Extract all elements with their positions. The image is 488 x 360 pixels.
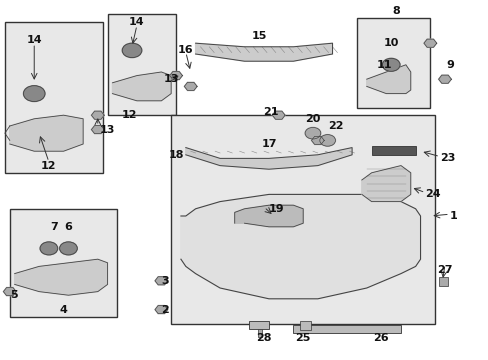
Text: 16: 16 [178, 45, 193, 55]
Text: 21: 21 [263, 107, 278, 117]
Text: 26: 26 [373, 333, 388, 343]
Text: 10: 10 [383, 38, 398, 48]
Text: 1: 1 [449, 211, 457, 221]
Circle shape [122, 43, 142, 58]
Circle shape [60, 242, 77, 255]
Polygon shape [91, 126, 104, 134]
Text: 27: 27 [436, 265, 452, 275]
Polygon shape [361, 166, 410, 202]
Bar [10, 209, 117, 317]
Text: 4: 4 [60, 305, 67, 315]
Text: 17: 17 [261, 139, 276, 149]
Circle shape [23, 86, 45, 102]
Polygon shape [366, 65, 410, 94]
Text: 2: 2 [161, 305, 169, 315]
Polygon shape [272, 111, 285, 119]
Text: 25: 25 [295, 333, 310, 343]
Text: 11: 11 [376, 60, 391, 70]
Text: 24: 24 [425, 189, 440, 199]
Polygon shape [3, 288, 16, 296]
Polygon shape [181, 194, 420, 299]
Text: 20: 20 [305, 114, 320, 124]
Polygon shape [15, 259, 107, 295]
Text: 28: 28 [256, 333, 271, 343]
Text: 23: 23 [439, 153, 454, 163]
Bar [300, 321, 310, 330]
Text: 14: 14 [26, 35, 42, 45]
Text: 13: 13 [100, 125, 115, 135]
Text: 14: 14 [129, 17, 144, 27]
Text: 19: 19 [268, 204, 284, 214]
Text: 22: 22 [327, 121, 343, 131]
Text: 5: 5 [10, 290, 18, 300]
Polygon shape [91, 111, 104, 119]
Text: 15: 15 [251, 31, 266, 41]
Polygon shape [155, 277, 167, 285]
Circle shape [319, 135, 335, 146]
Polygon shape [234, 205, 303, 227]
Bar [356, 18, 429, 108]
Text: 7: 7 [50, 222, 58, 232]
Bar [371, 146, 415, 155]
Text: 12: 12 [121, 110, 137, 120]
Polygon shape [195, 43, 332, 61]
Bar [5, 22, 102, 173]
Polygon shape [311, 136, 324, 144]
Text: 9: 9 [445, 60, 453, 70]
Polygon shape [423, 39, 436, 47]
Bar [438, 277, 447, 286]
Text: 18: 18 [168, 150, 183, 160]
Text: 12: 12 [41, 161, 57, 171]
Bar [293, 325, 400, 333]
Bar [171, 115, 434, 324]
Text: 3: 3 [161, 276, 169, 286]
Polygon shape [10, 115, 83, 151]
Polygon shape [155, 306, 167, 314]
Circle shape [382, 58, 399, 71]
Circle shape [305, 127, 320, 139]
Circle shape [40, 242, 58, 255]
Polygon shape [185, 148, 351, 169]
Bar [107, 14, 176, 115]
Polygon shape [438, 75, 450, 83]
Text: 8: 8 [391, 6, 399, 16]
Bar [258, 329, 262, 337]
Polygon shape [184, 82, 197, 90]
Text: 13: 13 [163, 74, 179, 84]
Polygon shape [169, 72, 182, 80]
Polygon shape [112, 72, 171, 101]
Text: 6: 6 [64, 222, 72, 232]
Bar [249, 321, 268, 329]
